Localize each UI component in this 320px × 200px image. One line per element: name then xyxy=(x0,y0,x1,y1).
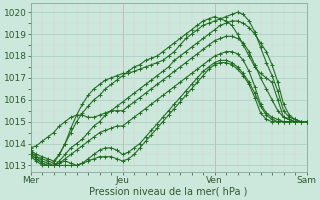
X-axis label: Pression niveau de la mer( hPa ): Pression niveau de la mer( hPa ) xyxy=(89,187,248,197)
